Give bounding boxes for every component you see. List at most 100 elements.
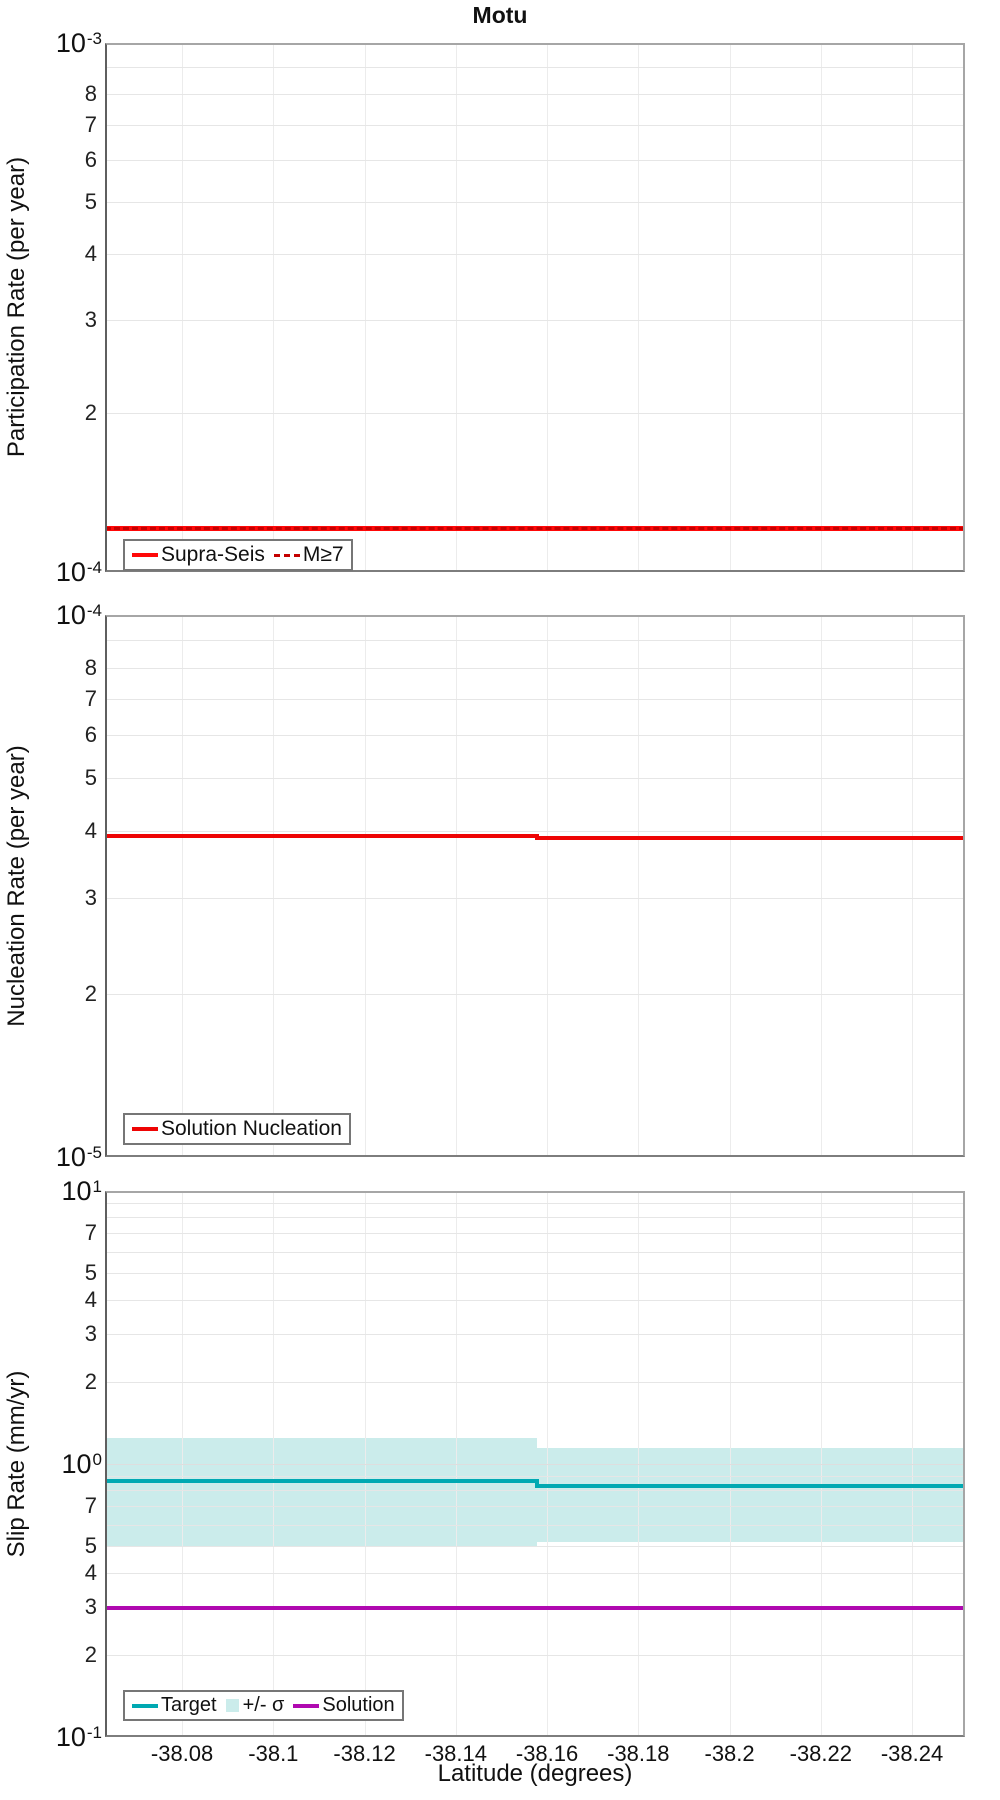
gridline-vertical [547, 617, 549, 1155]
y-minor-tick-label: 4 [84, 1559, 97, 1585]
solution-nucleation-line [107, 834, 538, 839]
y-tick-label-base: 10 [55, 1142, 86, 1172]
gridline-horizontal [107, 1273, 963, 1275]
gridline-vertical [729, 617, 731, 1155]
gridline-horizontal [107, 735, 963, 737]
y-tick-label-exponent: -3 [86, 29, 102, 48]
y-tick-label-exponent: -4 [86, 601, 102, 620]
target-line [107, 1478, 538, 1483]
target-line-step [535, 1478, 540, 1489]
y-minor-tick-label: 7 [84, 1493, 97, 1519]
y-minor-tick-label: 3 [84, 306, 97, 332]
y-minor-tick-label: 7 [84, 685, 97, 711]
y-tick-label-exponent: 0 [92, 1450, 102, 1469]
gridline-horizontal [107, 778, 963, 780]
y-minor-tick-label: 5 [84, 189, 97, 215]
gridline-horizontal [107, 1490, 963, 1492]
gridline-horizontal [107, 160, 963, 162]
x-tick-label: -38.18 [607, 1741, 670, 1766]
y-tick-label-exponent: -5 [86, 1143, 102, 1162]
y-minor-tick-label: 6 [84, 147, 97, 173]
participation-plot-area [105, 43, 965, 572]
y-tick-label: 101 [0, 1175, 102, 1207]
gridline-vertical [820, 617, 822, 1155]
item-uncertainty-band [537, 1448, 963, 1542]
legend-item: Solution Nucleation [132, 1117, 342, 1141]
y-tick-label-base: 10 [55, 1722, 86, 1752]
legend-item: Supra-Seis [132, 543, 265, 567]
y-minor-tick-label: 2 [84, 399, 97, 425]
y-tick-label-base: 10 [55, 600, 86, 630]
y-tick-label-base: 10 [61, 1176, 92, 1206]
y-minor-tick-label: 5 [84, 1533, 97, 1559]
gridline-horizontal [107, 412, 963, 414]
participation-legend: Supra-Seis M≥7 [123, 539, 353, 571]
gridline-vertical [364, 617, 366, 1155]
y-tick-label: 10-4 [0, 556, 102, 588]
y-minor-tick-label: 6 [84, 722, 97, 748]
y-minor-tick-label: 2 [84, 1368, 97, 1394]
y-tick-label: 10-3 [0, 27, 102, 59]
y-tick-label: 10-4 [0, 599, 102, 631]
gridline-vertical [455, 617, 457, 1155]
x-tick-label: -38.08 [150, 1741, 214, 1766]
slip-rate-legend: Target +/- σ Solution [123, 1690, 404, 1721]
y-minor-tick-label: 5 [84, 765, 97, 791]
gridline-vertical [182, 617, 184, 1155]
y-minor-tick-label: 4 [84, 817, 97, 843]
gridline-horizontal [107, 202, 963, 204]
y-minor-tick-label: 5 [84, 1260, 97, 1286]
gridline-vertical [273, 617, 275, 1155]
y-tick-label-exponent: -1 [86, 1723, 102, 1742]
m-7-swatch-icon [273, 553, 300, 557]
legend-label: Target [161, 1694, 217, 1716]
solution-nucleation-swatch-icon [132, 1127, 158, 1131]
gridline-horizontal [107, 993, 963, 995]
y-minor-tick-label: 8 [84, 654, 97, 680]
x-axis-title: Latitude (degrees) [437, 1760, 633, 1787]
gridline-horizontal [107, 1233, 963, 1235]
legend-label: Supra-Seis [161, 543, 265, 566]
legend-label: M≥7 [302, 543, 344, 566]
solution-swatch-icon [293, 1703, 320, 1708]
gridline-horizontal [107, 253, 963, 255]
y-tick-label-base: 10 [55, 557, 86, 587]
x-tick-label: -38.14 [424, 1741, 488, 1766]
target-line [537, 1484, 963, 1489]
gridline-vertical [182, 45, 184, 570]
nucleation-plot-area [105, 615, 965, 1157]
gridline-decade [107, 1464, 963, 1465]
gridline-horizontal [107, 1476, 963, 1478]
gridline-horizontal [107, 1217, 963, 1219]
gridline-horizontal [107, 1381, 963, 1383]
chart-title: Motu [472, 2, 528, 28]
gridline-horizontal [107, 898, 963, 900]
y-minor-tick-label: 4 [84, 1286, 97, 1312]
gridline-horizontal [107, 94, 963, 96]
gridline-horizontal [107, 1251, 963, 1253]
y-minor-tick-label: 8 [84, 81, 97, 107]
gridline-horizontal [107, 1506, 963, 1508]
y-tick-label-exponent: -4 [86, 558, 102, 577]
gridline-vertical [547, 45, 549, 570]
solution-nucleation-line [537, 835, 963, 840]
x-tick-label: -38.22 [789, 1741, 853, 1766]
nucleation-legend: Solution Nucleation [123, 1113, 351, 1145]
gridline-horizontal [107, 1546, 963, 1548]
x-tick-label: -38.24 [880, 1741, 944, 1766]
gridline-vertical [912, 45, 914, 570]
gridline-horizontal [107, 1333, 963, 1335]
y-tick-label-base: 10 [55, 28, 86, 58]
gridline-horizontal [107, 124, 963, 126]
gridline-horizontal [107, 319, 963, 321]
legend-label: Solution [322, 1694, 395, 1716]
x-tick-label: -38.16 [515, 1741, 579, 1766]
legend-item: Solution [293, 1694, 395, 1717]
y-minor-tick-label: 3 [84, 1320, 97, 1346]
gridline-vertical [273, 45, 275, 570]
legend-item: M≥7 [273, 543, 344, 567]
gridline-horizontal [107, 1654, 963, 1656]
gridline-vertical [638, 45, 640, 570]
gridline-horizontal [107, 667, 963, 669]
